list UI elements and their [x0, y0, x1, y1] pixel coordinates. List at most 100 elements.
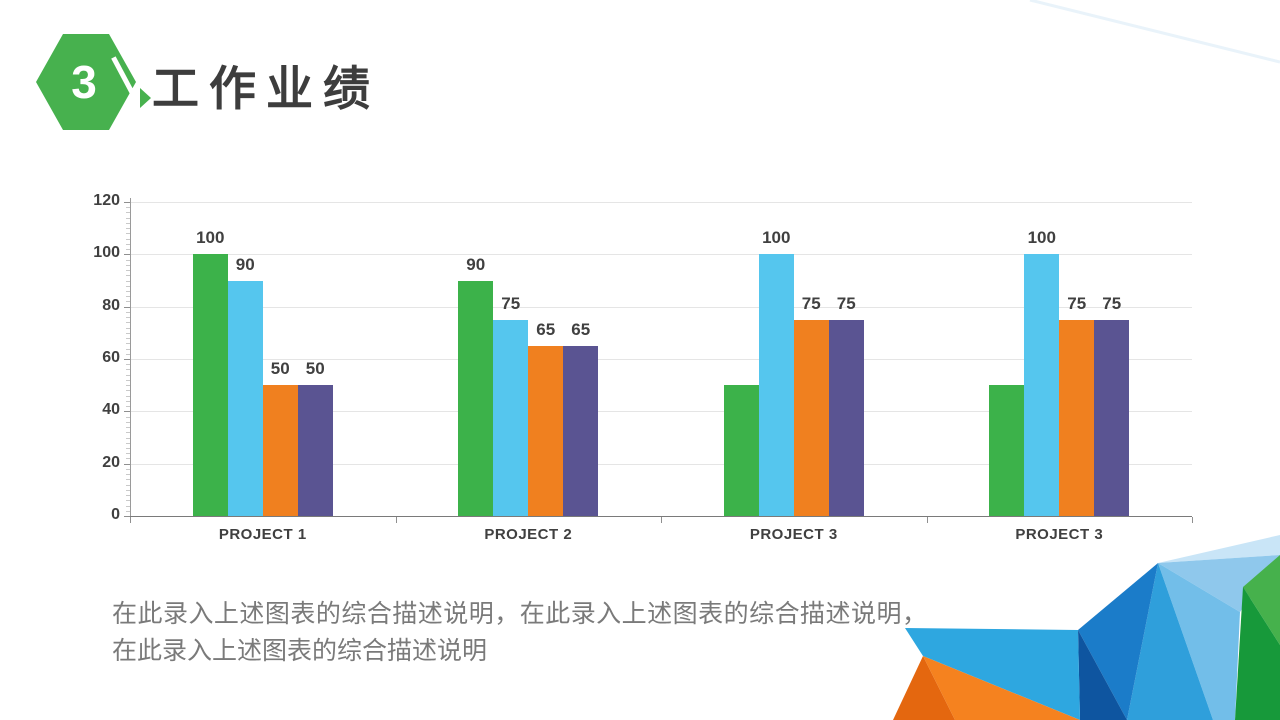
y-axis-minor-tick [126, 468, 130, 470]
bar-series-green-group4 [989, 385, 1025, 516]
bar-series-purple-group1 [297, 385, 333, 516]
page-title: 工作业绩 [152, 62, 380, 115]
y-axis-minor-tick [126, 406, 130, 408]
poly-dark-orange [893, 656, 955, 720]
bar-series-orange-group4 [1059, 319, 1095, 516]
y-axis-minor-tick [126, 505, 130, 507]
bar-series-purple-group3 [828, 319, 864, 516]
y-axis-minor-tick [126, 270, 130, 272]
y-axis-minor-tick [126, 217, 130, 219]
y-axis-minor-tick [126, 489, 130, 491]
y-axis-major-tick [124, 254, 130, 256]
y-axis-minor-tick [126, 327, 130, 329]
y-axis-minor-tick [126, 243, 130, 245]
y-axis-major-tick [124, 463, 130, 465]
y-axis-minor-tick [126, 484, 130, 486]
category-label: PROJECT 1 [218, 526, 307, 543]
gridline [130, 306, 1192, 308]
bar-series-green-group1 [192, 254, 228, 516]
y-axis-label: 100 [93, 244, 120, 262]
y-axis-minor-tick [126, 500, 130, 502]
y-axis-minor-tick [126, 296, 130, 298]
bar-value-label: 65 [536, 319, 556, 339]
y-axis-minor-tick [126, 264, 130, 266]
bar-series-orange-group3 [793, 319, 829, 516]
gridline [130, 359, 1192, 360]
bar-series-blue-group3 [758, 254, 794, 516]
y-axis-minor-tick [126, 280, 130, 282]
bar-value-label: 50 [305, 359, 325, 379]
bar-series-purple-group2 [563, 345, 599, 516]
poly-palest-blue [1158, 535, 1280, 563]
poly-bright-green [1243, 555, 1280, 645]
y-axis-minor-tick [126, 364, 130, 366]
y-axis-minor-tick [126, 285, 130, 287]
y-axis-minor-tick [126, 332, 130, 334]
bar-value-label: 100 [196, 228, 225, 248]
y-axis-minor-tick [126, 369, 130, 371]
y-axis-minor-tick [126, 421, 130, 423]
y-axis-label: 40 [102, 401, 120, 419]
poly-mid-azure [1127, 563, 1213, 720]
x-axis-tick [130, 517, 131, 523]
y-axis-minor-tick [126, 290, 130, 292]
bar-value-label: 75 [1067, 293, 1087, 313]
y-axis-minor-tick [126, 348, 130, 350]
bar-series-blue-group2 [493, 319, 529, 516]
y-axis-minor-tick [126, 442, 130, 444]
y-axis-minor-tick [126, 453, 130, 455]
y-axis-minor-tick [126, 275, 130, 277]
y-axis-minor-tick [126, 400, 130, 402]
category-label: PROJECT 3 [749, 526, 838, 543]
y-axis-major-tick [124, 516, 130, 517]
y-axis-minor-tick [126, 447, 130, 449]
poly-dark-green [1235, 587, 1280, 720]
bar-value-label: 75 [501, 293, 521, 313]
bar-value-label: 75 [836, 293, 856, 313]
y-axis-minor-tick [126, 416, 130, 418]
y-axis-minor-tick [126, 353, 130, 355]
poly-sky-blue [1158, 563, 1240, 720]
section-badge: 3 [36, 34, 154, 132]
y-axis-minor-tick [126, 259, 130, 261]
bar-series-blue-group4 [1024, 254, 1060, 516]
y-axis-minor-tick [126, 458, 130, 460]
y-axis-minor-tick [126, 317, 130, 319]
bar-value-label: 65 [571, 319, 591, 339]
y-axis-major-tick [124, 359, 130, 360]
category-label: PROJECT 3 [1015, 526, 1104, 543]
gridline [130, 463, 1192, 465]
hexagon-arrow-tip [140, 88, 151, 108]
y-axis-minor-tick [126, 249, 130, 251]
x-axis-line [130, 516, 1192, 517]
y-axis-minor-tick [126, 374, 130, 376]
y-axis-minor-tick [126, 212, 130, 214]
bar-series-green-group2 [458, 280, 494, 516]
bar-value-label: 100 [762, 228, 791, 248]
y-axis-major-tick [124, 411, 130, 413]
y-axis-line [130, 198, 131, 517]
y-axis-minor-tick [126, 343, 130, 345]
y-axis-minor-tick [126, 311, 130, 313]
y-axis-minor-tick [126, 495, 130, 497]
poly-navy [1078, 630, 1127, 720]
bar-value-label: 90 [235, 254, 255, 274]
gridline [130, 411, 1192, 413]
y-axis-label: 60 [102, 349, 120, 366]
y-axis-minor-tick [126, 379, 130, 381]
y-axis-minor-tick [126, 474, 130, 476]
category-label: PROJECT 2 [484, 526, 573, 543]
poly-strong-blue [1078, 563, 1158, 720]
bar-value-label: 90 [466, 254, 486, 274]
y-axis-minor-tick [126, 207, 130, 209]
chart-description: 在此录入上述图表的综合描述说明，在此录入上述图表的综合描述说明，在此录入上述图表… [112, 600, 927, 665]
y-axis-label: 120 [93, 192, 120, 209]
y-axis-major-tick [124, 202, 130, 203]
section-number: 3 [71, 56, 97, 108]
x-axis-tick [661, 517, 662, 523]
bar-value-label: 75 [1102, 293, 1122, 313]
y-axis-minor-tick [126, 228, 130, 230]
y-axis-label: 0 [111, 506, 120, 523]
